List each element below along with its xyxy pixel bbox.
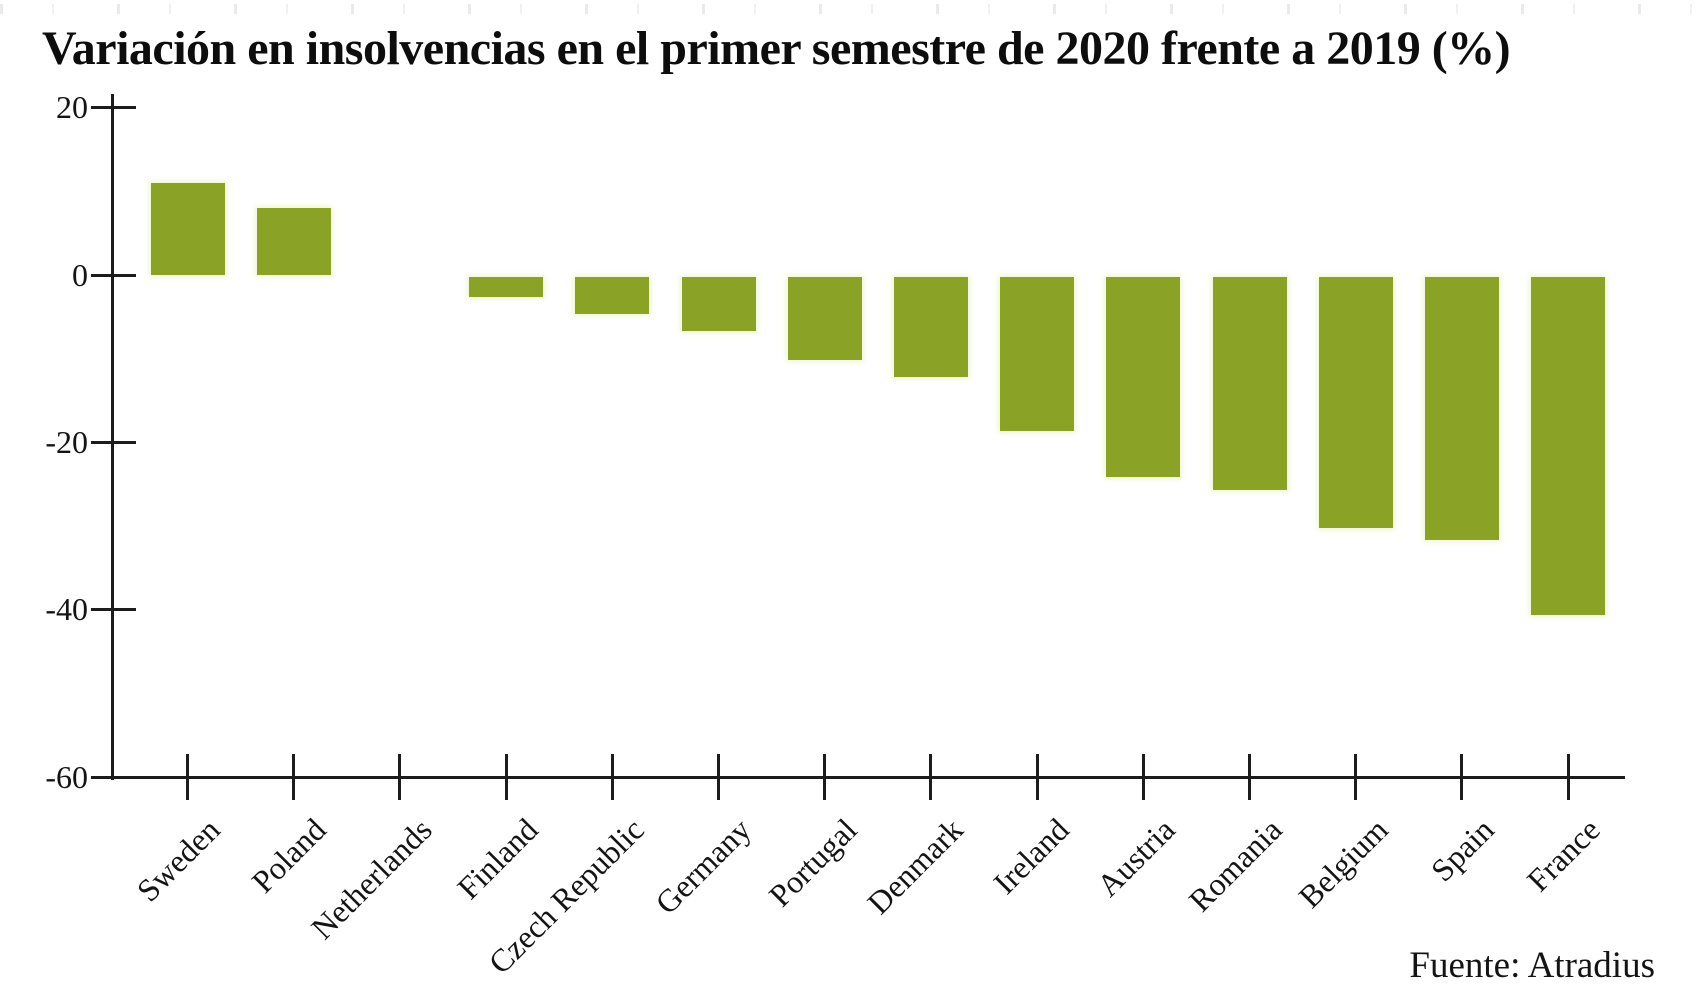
y-axis-tick — [91, 273, 136, 277]
x-axis-tick — [292, 754, 296, 800]
y-axis-tick-label: -60 — [45, 758, 88, 795]
x-axis-label-portugal: Portugal — [761, 811, 864, 914]
x-axis-tick — [1141, 754, 1145, 800]
y-axis-tick-label: 20 — [56, 89, 88, 126]
bar-spain — [1424, 276, 1499, 541]
y-axis-tick-label: -20 — [45, 423, 88, 460]
x-axis-tick — [398, 754, 402, 800]
bar-portugal — [787, 276, 862, 361]
bar-denmark — [893, 276, 968, 377]
x-axis-label-ireland: Ireland — [986, 811, 1076, 901]
bar-sweden — [150, 182, 225, 275]
y-axis-line — [111, 94, 114, 781]
bar-belgium — [1318, 276, 1393, 528]
x-axis-label-poland: Poland — [244, 811, 333, 900]
x-axis-label-finland: Finland — [450, 811, 545, 906]
x-axis-label-germany: Germany — [647, 811, 758, 921]
x-axis-tick — [186, 754, 189, 800]
x-axis-tick — [929, 754, 933, 800]
x-axis-label-austria: Austria — [1089, 811, 1183, 904]
chart-title: Variación en insolvencias en el primer s… — [42, 22, 1511, 75]
x-axis-label-denmark: Denmark — [859, 811, 970, 921]
x-axis-line — [91, 775, 1625, 779]
bar-poland — [256, 208, 331, 275]
x-axis-tick — [717, 754, 720, 800]
y-axis-tick — [91, 608, 136, 612]
x-axis-tick — [1566, 754, 1570, 800]
x-axis-label-belgium: Belgium — [1291, 811, 1395, 915]
bar-romania — [1212, 276, 1287, 490]
x-axis-tick — [1460, 754, 1464, 800]
y-axis-tick — [91, 106, 136, 110]
bar-ireland — [1000, 276, 1075, 432]
x-axis-label-spain: Spain — [1423, 811, 1501, 889]
x-axis-tick — [823, 754, 827, 800]
bar-france — [1531, 276, 1606, 616]
y-axis-tick — [91, 775, 136, 779]
x-axis-tick — [1248, 754, 1251, 800]
x-axis-tick — [610, 754, 614, 800]
source-attribution: Fuente: Atradius — [1409, 945, 1655, 986]
x-axis-label-sweden: Sweden — [129, 811, 227, 909]
x-axis-label-romania: Romania — [1181, 811, 1289, 919]
bar-germany — [681, 276, 756, 331]
x-axis-tick — [1354, 754, 1358, 800]
bar-czech-republic — [575, 276, 650, 315]
bar-austria — [1106, 276, 1181, 478]
y-axis-tick — [91, 440, 136, 444]
x-axis-label-france: France — [1519, 811, 1607, 899]
x-axis-tick — [504, 754, 508, 800]
y-axis-tick-label: -40 — [45, 591, 88, 628]
bar-finland — [469, 276, 544, 298]
y-axis-tick-label: 0 — [72, 256, 88, 293]
cropped-text-artifact-strip — [0, 4, 1706, 14]
x-axis-tick — [1035, 754, 1039, 800]
